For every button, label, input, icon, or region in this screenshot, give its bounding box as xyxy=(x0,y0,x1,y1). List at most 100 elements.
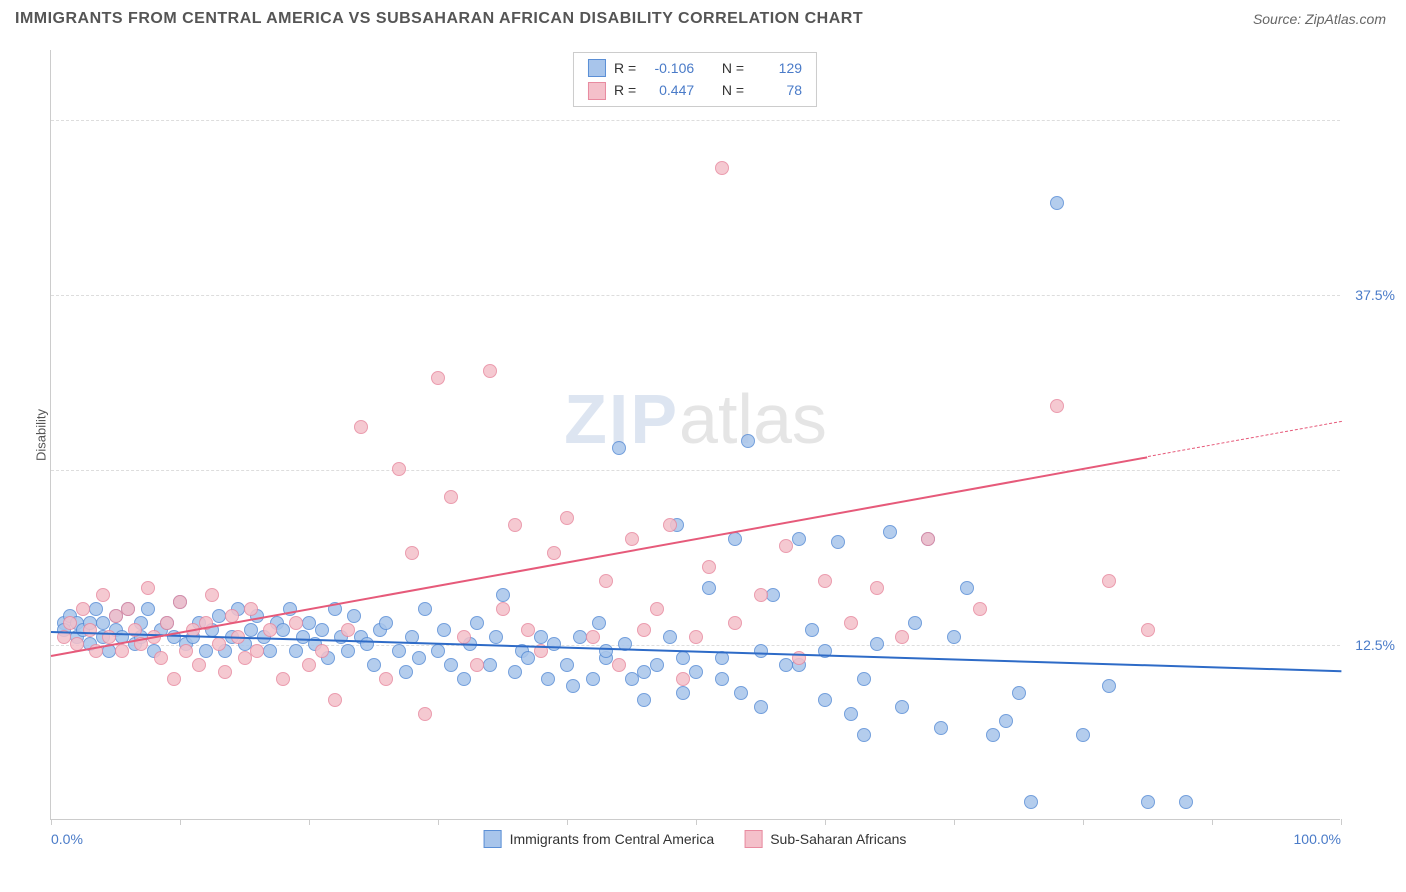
data-point xyxy=(625,532,639,546)
data-point xyxy=(289,616,303,630)
x-tick xyxy=(1083,819,1084,825)
data-point xyxy=(792,532,806,546)
data-point xyxy=(379,672,393,686)
data-point xyxy=(276,623,290,637)
data-point xyxy=(212,609,226,623)
data-point xyxy=(734,686,748,700)
data-point xyxy=(173,595,187,609)
gridline xyxy=(51,120,1340,121)
data-point xyxy=(89,602,103,616)
correlation-legend: R =-0.106 N =129R =0.447 N =78 xyxy=(573,52,817,107)
data-point xyxy=(296,630,310,644)
gridline xyxy=(51,470,1340,471)
data-point xyxy=(354,420,368,434)
data-point xyxy=(663,518,677,532)
y-tick-label: 12.5% xyxy=(1355,637,1395,653)
data-point xyxy=(599,574,613,588)
data-point xyxy=(399,665,413,679)
data-point xyxy=(779,539,793,553)
data-point xyxy=(431,371,445,385)
legend-item: Sub-Saharan Africans xyxy=(744,830,906,848)
data-point xyxy=(934,721,948,735)
data-point xyxy=(521,623,535,637)
data-point xyxy=(689,665,703,679)
data-point xyxy=(637,693,651,707)
data-point xyxy=(141,581,155,595)
data-point xyxy=(167,672,181,686)
data-point xyxy=(412,651,426,665)
chart-container: ZIPatlas 12.5%37.5%0.0%100.0% Disability… xyxy=(50,50,1340,820)
data-point xyxy=(702,560,716,574)
data-point xyxy=(315,623,329,637)
data-point xyxy=(418,707,432,721)
data-point xyxy=(276,672,290,686)
data-point xyxy=(1012,686,1026,700)
data-point xyxy=(986,728,1000,742)
data-point xyxy=(895,630,909,644)
data-point xyxy=(921,532,935,546)
legend-swatch xyxy=(744,830,762,848)
data-point xyxy=(637,623,651,637)
data-point xyxy=(496,602,510,616)
data-point xyxy=(689,630,703,644)
data-point xyxy=(715,672,729,686)
data-point xyxy=(547,546,561,560)
data-point xyxy=(560,511,574,525)
data-point xyxy=(431,644,445,658)
data-point xyxy=(347,609,361,623)
data-point xyxy=(179,644,193,658)
x-tick xyxy=(51,819,52,825)
data-point xyxy=(676,672,690,686)
legend-swatch xyxy=(588,82,606,100)
data-point xyxy=(496,588,510,602)
data-point xyxy=(154,651,168,665)
series-legend: Immigrants from Central America Sub-Sahar… xyxy=(484,830,907,848)
data-point xyxy=(250,644,264,658)
data-point xyxy=(263,623,277,637)
data-point xyxy=(612,441,626,455)
x-tick-label: 100.0% xyxy=(1294,831,1341,847)
data-point xyxy=(199,644,213,658)
data-point xyxy=(192,658,206,672)
data-point xyxy=(844,707,858,721)
data-point xyxy=(625,672,639,686)
data-point xyxy=(289,644,303,658)
data-point xyxy=(702,581,716,595)
data-point xyxy=(418,602,432,616)
x-tick xyxy=(696,819,697,825)
data-point xyxy=(109,609,123,623)
legend-label: Immigrants from Central America xyxy=(510,831,715,847)
data-point xyxy=(96,616,110,630)
data-point xyxy=(676,686,690,700)
legend-label: Sub-Saharan Africans xyxy=(770,831,906,847)
data-point xyxy=(947,630,961,644)
y-tick-label: 37.5% xyxy=(1355,287,1395,303)
data-point xyxy=(560,658,574,672)
data-point xyxy=(470,658,484,672)
y-axis-title: Disability xyxy=(34,409,49,461)
data-point xyxy=(831,535,845,549)
data-point xyxy=(1050,196,1064,210)
data-point xyxy=(96,588,110,602)
data-point xyxy=(457,672,471,686)
trend-line xyxy=(1147,421,1341,457)
x-tick xyxy=(567,819,568,825)
data-point xyxy=(547,637,561,651)
data-point xyxy=(766,588,780,602)
data-point xyxy=(534,630,548,644)
data-point xyxy=(141,602,155,616)
data-point xyxy=(508,665,522,679)
data-point xyxy=(83,623,97,637)
data-point xyxy=(341,644,355,658)
data-point xyxy=(676,651,690,665)
x-tick xyxy=(825,819,826,825)
data-point xyxy=(870,637,884,651)
data-point xyxy=(728,616,742,630)
data-point xyxy=(741,434,755,448)
data-point xyxy=(360,637,374,651)
data-point xyxy=(895,700,909,714)
legend-swatch xyxy=(588,59,606,77)
data-point xyxy=(637,665,651,679)
data-point xyxy=(405,546,419,560)
data-point xyxy=(973,602,987,616)
